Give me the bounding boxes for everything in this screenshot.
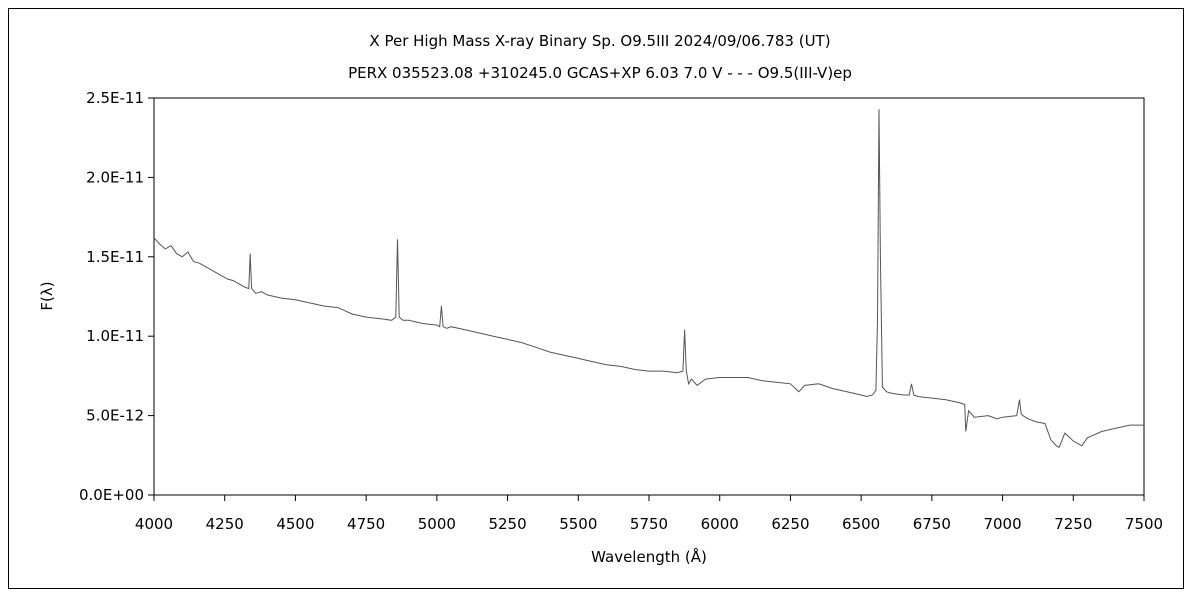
x-tick-label: 7000 — [983, 515, 1021, 533]
chart-subtitle: PERX 035523.08 +310245.0 GCAS+XP 6.03 7.… — [348, 64, 852, 82]
x-axis: 4000 4250 4500 4750 5000 5250 5500 5750 6000 6250… — [135, 495, 1163, 533]
x-tick-label: 5000 — [418, 515, 456, 533]
chart-title: X Per High Mass X-ray Binary Sp. O9.5III… — [369, 32, 830, 50]
x-tick-label: 5500 — [559, 515, 597, 533]
y-tick-label: 2.5E-11 — [86, 89, 144, 107]
x-tick-label: 6250 — [771, 515, 809, 533]
x-tick-label: 4000 — [135, 515, 173, 533]
y-tick-label: 5.0E-12 — [86, 407, 144, 425]
y-axis: 0.0E+00 5.0E-12 1.0E-11 1.5E-11 2.0E-11 2.5E-… — [79, 89, 154, 504]
y-tick-label: 2.0E-11 — [86, 168, 144, 186]
x-tick-label: 7500 — [1125, 515, 1163, 533]
x-tick-label: 4500 — [276, 515, 314, 533]
spectrum-line — [153, 109, 1144, 449]
x-tick-label: 6750 — [913, 515, 951, 533]
y-axis-title: F(λ) — [38, 281, 56, 310]
x-tick-label: 5250 — [488, 515, 526, 533]
x-axis-title: Wavelength (Å) — [591, 547, 707, 566]
y-tick-label: 1.0E-11 — [86, 327, 144, 345]
x-tick-label: 4750 — [347, 515, 385, 533]
x-tick-label: 4250 — [206, 515, 244, 533]
x-tick-label: 7250 — [1054, 515, 1092, 533]
y-tick-label: 1.5E-11 — [86, 248, 144, 266]
y-tick-label: 0.0E+00 — [79, 486, 144, 504]
plot-area — [153, 97, 1145, 496]
x-tick-label: 6500 — [842, 515, 880, 533]
x-tick-label: 6000 — [701, 515, 739, 533]
x-tick-label: 5750 — [630, 515, 668, 533]
